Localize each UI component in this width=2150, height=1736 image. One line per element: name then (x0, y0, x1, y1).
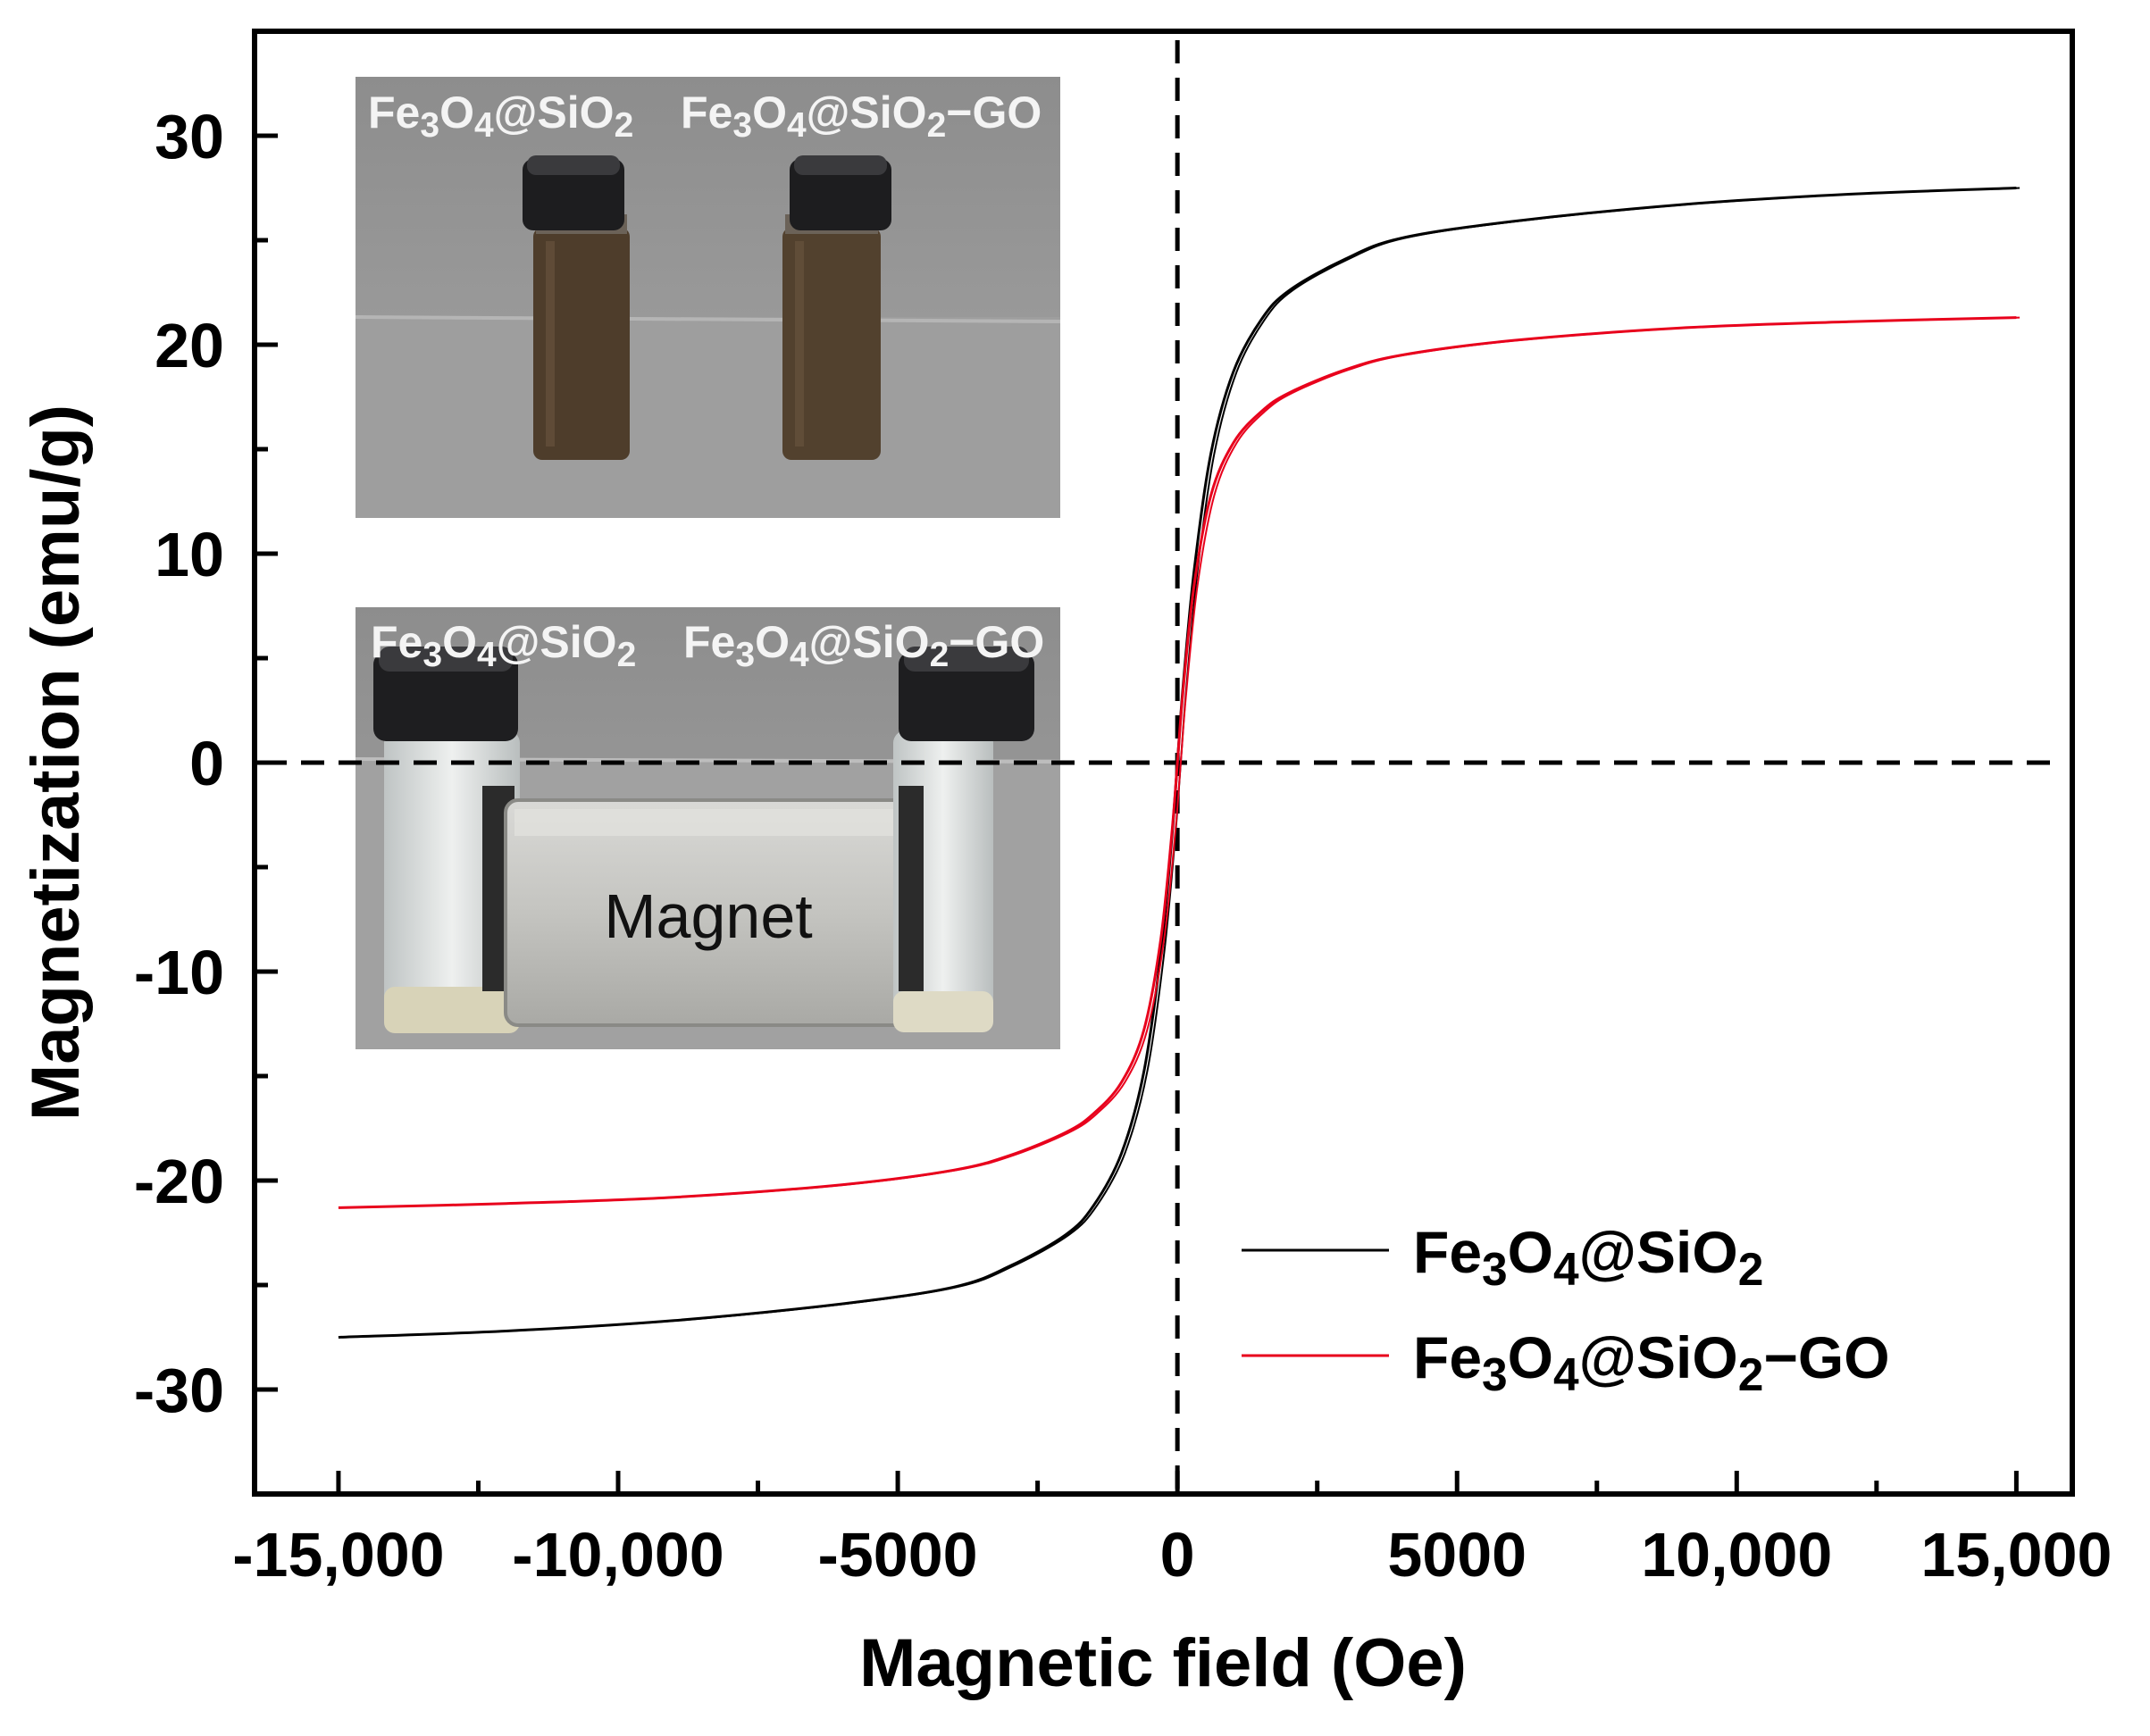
formula-part: Fe (371, 617, 422, 667)
subscript: 3 (1482, 1243, 1508, 1295)
x-tick-label: 15,000 (1920, 1520, 2112, 1590)
series-layer (338, 187, 2020, 1339)
x-axis-title: Magnetic field (Oe) (859, 1625, 1467, 1701)
vial-dark-left (523, 155, 630, 460)
subscript: 2 (617, 636, 637, 674)
formula-part: @SiO (1579, 1324, 1738, 1390)
photo-table-edge (356, 317, 1060, 518)
formula-part: O (755, 617, 790, 667)
subscript: 2 (1738, 1348, 1764, 1400)
x-tick-label: -15,000 (232, 1520, 444, 1590)
y-axis: -30 -20 -10 0 10 20 30 (134, 102, 278, 1425)
photo1-caption-right: Fe3O4@SiO2−GO (681, 88, 1042, 145)
subscript: 3 (420, 106, 439, 145)
vial-clear-right (893, 647, 1034, 1032)
subscript: 4 (1553, 1348, 1579, 1400)
subscript: 4 (477, 636, 497, 674)
y-tick-label: -20 (134, 1147, 224, 1216)
formula-part: O (439, 88, 474, 138)
photo1-caption-left: Fe3O4@SiO2 (368, 88, 633, 145)
x-tick-label: 5000 (1387, 1520, 1527, 1590)
formula-part: −GO (946, 88, 1042, 138)
subscript: 4 (1553, 1243, 1579, 1295)
y-tick-label: -10 (134, 938, 224, 1007)
x-axis: -15,000 -10,000 -5000 0 5000 10,000 15,000 (232, 1471, 2112, 1590)
y-axis-title: Magnetization (emu/g) (18, 405, 94, 1121)
legend-label-series-2: Fe3O4@SiO2−GO (1413, 1324, 1890, 1400)
y-tick-label: 10 (155, 520, 224, 589)
formula-part: O (442, 617, 477, 667)
subscript: 3 (732, 106, 752, 145)
formula-part: @SiO (807, 88, 927, 138)
vial-clear-left (373, 647, 520, 1033)
formula-part: @SiO (494, 88, 615, 138)
inset-photo-magnet: Magnet Fe3O4@SiO2 Fe3O4@SiO2−GO (355, 607, 1061, 1049)
formula-part: Fe (1413, 1324, 1482, 1390)
formula-part: O (1508, 1219, 1553, 1285)
x-tick-label: 0 (1160, 1520, 1195, 1590)
formula-part: Fe (1413, 1219, 1482, 1285)
formula-part: −GO (1763, 1324, 1889, 1390)
formula-part: Fe (683, 617, 735, 667)
inset-photo-dispersed: Fe3O4@SiO2 Fe3O4@SiO2−GO (355, 77, 1061, 518)
x-tick-label: 10,000 (1641, 1520, 1832, 1590)
formula-part: Fe (368, 88, 420, 138)
magnet-label: Magnet (604, 881, 812, 951)
subscript: 2 (1738, 1243, 1764, 1295)
formula-part: @SiO (1579, 1219, 1738, 1285)
subscript: 2 (927, 106, 947, 145)
subscript: 3 (735, 636, 755, 674)
photo2-caption-left: Fe3O4@SiO2 (371, 617, 636, 674)
y-tick-label: 30 (155, 102, 224, 171)
formula-part: −GO (949, 617, 1044, 667)
legend-label-series-1: Fe3O4@SiO2 (1413, 1219, 1763, 1295)
subscript: 3 (422, 636, 442, 674)
subscript: 4 (787, 106, 807, 145)
formula-part: Fe (681, 88, 732, 138)
subscript: 3 (1482, 1348, 1508, 1400)
x-tick-label: -10,000 (512, 1520, 724, 1590)
subscript: 4 (790, 636, 809, 674)
formula-part: @SiO (809, 617, 930, 667)
legend: Fe3O4@SiO2 Fe3O4@SiO2−GO (1242, 1219, 1890, 1400)
y-tick-label: 20 (155, 311, 224, 380)
formula-part: @SiO (497, 617, 617, 667)
y-tick-label: 0 (189, 729, 224, 798)
formula-part: O (1508, 1324, 1553, 1390)
photo2-caption-right: Fe3O4@SiO2−GO (683, 617, 1044, 674)
y-tick-label: -30 (134, 1356, 224, 1425)
vial-dark-right (782, 155, 891, 460)
x-tick-label: -5000 (818, 1520, 978, 1590)
formula-part: O (752, 88, 787, 138)
series-line-2-return-branch (341, 316, 2020, 1209)
subscript: 4 (474, 106, 494, 145)
subscript: 2 (615, 106, 634, 145)
subscript: 2 (930, 636, 950, 674)
magnet-block: Magnet (504, 798, 913, 1027)
